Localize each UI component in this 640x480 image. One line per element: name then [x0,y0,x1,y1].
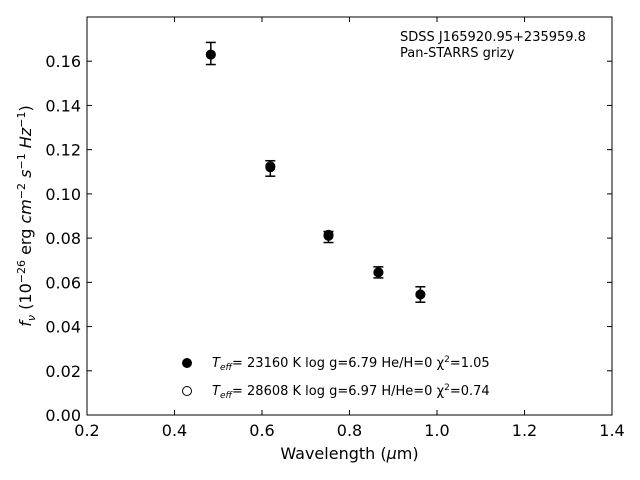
y-tick-label: 0.12 [45,141,81,160]
x-tick-label: 1.4 [599,421,624,440]
data-point-open [373,267,384,278]
x-tick-label: 0.2 [74,421,99,440]
x-tick-label: 0.6 [249,421,274,440]
legend-marker-open [182,386,192,396]
legend-entry-2: Teff= 28608 K log g=6.97 H/He=0 χ2=0.74 [212,383,490,401]
x-axis-ticks: 0.2 0.4 0.6 0.8 1.0 1.2 1.4 [74,17,625,440]
x-axis-label: Wavelength (μm) [280,444,418,463]
y-tick-label: 0.16 [45,52,81,71]
y-axis-label: fν (10−26 erg cm−2 s−1 Hz−1) [15,105,38,326]
x-tick-label: 1.2 [512,421,537,440]
data-point-open [323,229,334,240]
y-tick-label: 0.00 [45,406,81,425]
observed-points [205,41,426,303]
annotation-object-name: SDSS J165920.95+235959.8 [400,30,586,45]
y-tick-label: 0.04 [45,318,81,337]
annotation-survey-name: Pan-STARRS grizy [400,46,515,61]
y-tick-label: 0.02 [45,362,81,381]
y-tick-label: 0.14 [45,96,81,115]
y-tick-label: 0.08 [45,229,81,248]
legend-marker-filled [182,358,192,368]
legend: Teff= 23160 K log g=6.79 He/H=0 χ2=1.05 … [182,355,490,401]
x-tick-label: 1.0 [424,421,449,440]
data-point-open [205,49,216,60]
data-point-open [415,289,426,300]
y-axis-ticks: 0.00 0.02 0.04 0.06 0.08 0.10 0.12 0.14 0.16 [45,52,612,425]
y-tick-label: 0.06 [45,273,81,292]
y-tick-label: 0.10 [45,185,81,204]
model-series [205,49,426,300]
x-tick-label: 0.4 [162,421,187,440]
legend-entry-1: Teff= 23160 K log g=6.79 He/H=0 χ2=1.05 [212,355,490,373]
data-point-open [265,161,276,172]
x-tick-label: 0.8 [337,421,362,440]
